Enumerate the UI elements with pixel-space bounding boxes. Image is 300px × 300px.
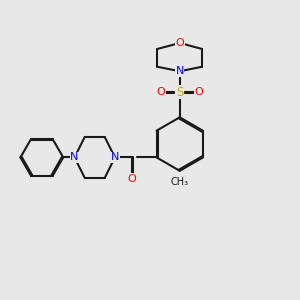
Text: O: O xyxy=(194,87,203,97)
Text: S: S xyxy=(176,85,183,98)
Text: N: N xyxy=(70,152,79,162)
Text: CH₃: CH₃ xyxy=(171,177,189,187)
Text: O: O xyxy=(128,174,136,184)
Text: N: N xyxy=(176,66,184,76)
Text: N: N xyxy=(111,152,119,162)
Text: O: O xyxy=(156,87,165,97)
Text: O: O xyxy=(175,38,184,48)
